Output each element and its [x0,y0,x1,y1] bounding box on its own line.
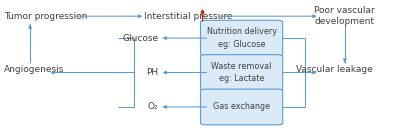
Text: Vascular leakage: Vascular leakage [296,65,373,74]
Text: Tumor progression: Tumor progression [4,12,87,21]
Text: PH: PH [146,68,158,77]
Text: Angiogenesis: Angiogenesis [4,65,65,74]
Text: Nutrition delivery
eg: Glucose: Nutrition delivery eg: Glucose [207,27,277,49]
Text: Glucose: Glucose [122,34,158,43]
FancyBboxPatch shape [200,55,283,90]
FancyBboxPatch shape [200,20,283,56]
Text: Waste removal
eg: Lactate: Waste removal eg: Lactate [211,62,272,83]
Text: Interstitial pressure: Interstitial pressure [144,12,233,21]
Text: O₂: O₂ [148,102,158,111]
FancyBboxPatch shape [200,89,283,125]
Text: Gas exchange: Gas exchange [213,102,270,112]
Text: Poor vascular
development: Poor vascular development [314,6,375,26]
